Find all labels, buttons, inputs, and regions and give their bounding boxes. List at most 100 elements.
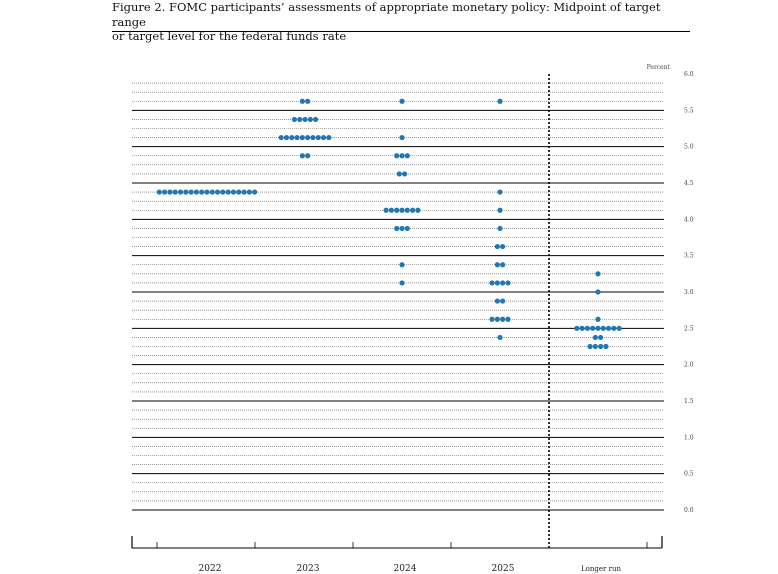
- dot: [494, 262, 500, 268]
- y-tick-label: 4.5: [684, 180, 694, 187]
- dot: [177, 189, 184, 195]
- dot: [494, 316, 500, 322]
- dot: [209, 189, 215, 195]
- dot: [310, 134, 316, 141]
- caption-line-1: Figure 2. FOMC participants’ assessments…: [112, 0, 661, 29]
- dot: [313, 116, 319, 123]
- dot: [183, 189, 189, 195]
- y-tick-label: 2.0: [684, 362, 694, 369]
- y-tick-label: 3.5: [684, 253, 694, 260]
- dot: [199, 189, 205, 195]
- dot: [193, 189, 199, 195]
- dot: [172, 189, 178, 195]
- dot: [294, 134, 300, 141]
- caption-line-2: or target level for the federal funds ra…: [112, 29, 347, 43]
- dot: [497, 334, 503, 341]
- dot: [291, 116, 297, 123]
- dot: [399, 153, 405, 159]
- dot: [611, 325, 617, 331]
- y-axis-label: Percent: [647, 64, 671, 71]
- dot: [497, 98, 503, 104]
- dot: [598, 334, 604, 341]
- dot: [396, 171, 402, 177]
- x-tick-label: 2024: [394, 564, 417, 574]
- dot: [299, 98, 305, 104]
- dot: [497, 225, 503, 232]
- dot: [394, 153, 400, 159]
- dot: [402, 171, 408, 177]
- dot: [595, 289, 601, 295]
- dot: [590, 325, 596, 331]
- dot: [595, 316, 601, 322]
- dot: [394, 225, 400, 232]
- dot: [394, 207, 400, 213]
- dot: [592, 334, 598, 341]
- y-tick-label: 1.0: [684, 434, 694, 441]
- dot: [388, 207, 394, 213]
- y-tick-label: 4.0: [684, 216, 694, 223]
- dot: [326, 134, 332, 141]
- y-tick-label: 5.5: [684, 107, 694, 114]
- dot: [494, 280, 500, 286]
- dot: [489, 316, 495, 322]
- dot: [305, 134, 311, 141]
- dot: [494, 243, 500, 250]
- dot: [307, 116, 313, 123]
- dot: [497, 189, 503, 195]
- dot: [579, 325, 585, 331]
- caption-rule: [112, 31, 690, 32]
- dot: [399, 207, 405, 213]
- y-tick-label: 6.0: [684, 71, 694, 78]
- dot: [399, 98, 405, 104]
- x-tick-label: Longer run: [581, 565, 621, 573]
- dot: [399, 134, 405, 141]
- dot: [297, 116, 303, 123]
- dot: [404, 207, 410, 213]
- dot: [505, 316, 511, 322]
- dot: [220, 189, 226, 195]
- dot: [616, 325, 622, 331]
- dot: [497, 207, 503, 213]
- dot: [410, 207, 416, 213]
- dot: [399, 262, 405, 268]
- dot: [278, 134, 284, 141]
- y-tick-label: 1.5: [684, 398, 694, 405]
- x-tick-label: 2023: [297, 564, 320, 574]
- dots: [156, 98, 622, 350]
- dot: [584, 325, 591, 331]
- dot: [494, 298, 500, 304]
- dot: [320, 134, 327, 141]
- dot: [598, 343, 604, 350]
- y-tick-label: 0.0: [684, 507, 694, 514]
- dot: [606, 325, 612, 331]
- dot: [241, 189, 247, 195]
- dot: [283, 134, 290, 141]
- dot: [236, 189, 242, 195]
- dot: [156, 189, 162, 195]
- dot: [305, 153, 311, 159]
- x-tick-label: 2022: [199, 564, 222, 574]
- dot: [587, 343, 593, 350]
- y-tick-label: 2.5: [684, 325, 694, 332]
- dot: [404, 153, 410, 159]
- dot: [399, 280, 405, 286]
- dot: [315, 134, 321, 141]
- y-tick-label: 0.5: [684, 471, 694, 478]
- dot: [595, 271, 601, 277]
- dot: [489, 280, 495, 286]
- dot: [230, 189, 237, 195]
- dot: [252, 189, 258, 195]
- figure-caption: Figure 2. FOMC participants’ assessments…: [112, 0, 692, 44]
- dot: [603, 343, 609, 350]
- dot: [383, 207, 389, 213]
- dot: [162, 189, 168, 195]
- y-tick-label: 3.0: [684, 289, 694, 296]
- dot: [500, 243, 506, 250]
- dot: [500, 316, 506, 322]
- dot: [500, 280, 506, 286]
- y-tick-labels: 0.0 0.5 1.0 1.5 2.0 2.5 3.0 3.5 4.0 4.5 5.0 5.5 6.0: [684, 71, 694, 514]
- y-tick-label: 5.0: [684, 144, 694, 151]
- dot: [600, 325, 606, 331]
- dot: [225, 189, 231, 195]
